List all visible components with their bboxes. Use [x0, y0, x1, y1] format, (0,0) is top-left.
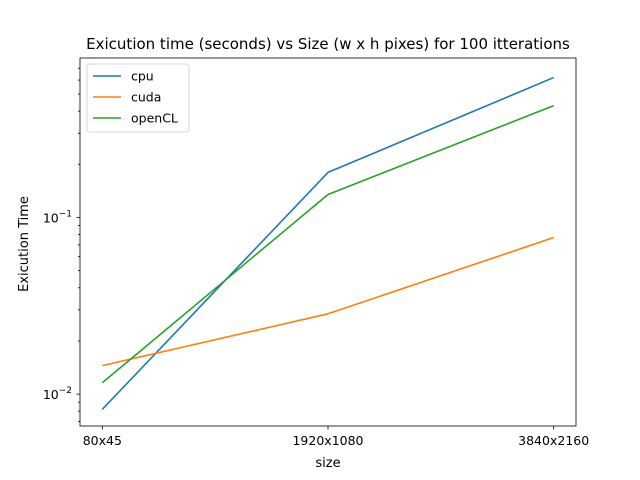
legend-label: cuda: [131, 90, 161, 105]
y-tick-label: 10−1: [43, 210, 72, 226]
chart-title: Exicution time (seconds) vs Size (w x h …: [86, 35, 570, 53]
axes-border: [79, 57, 577, 427]
legend: cpu cuda openCL: [86, 63, 190, 133]
x-axis-label: size: [315, 456, 340, 471]
x-tick-label: 1920x1080: [292, 433, 363, 448]
axes-frame: [79, 57, 577, 427]
legend-label: cpu: [131, 69, 154, 84]
legend-box: [86, 63, 190, 133]
series-line-cpu: [101, 76, 554, 410]
series-line-opencl: [101, 104, 554, 384]
x-tick-label: 3840x2160: [518, 433, 589, 448]
x-tick-label: 80x45: [83, 433, 122, 448]
y-tick-label: 10−2: [43, 386, 72, 402]
y-axis-label: Exicution Time: [17, 196, 32, 292]
legend-label: openCL: [131, 111, 178, 126]
series-lines: [101, 76, 554, 410]
y-axis: 10−2 10−1: [43, 67, 80, 422]
x-axis: 80x45 1920x1080 3840x2160: [83, 426, 589, 448]
series-line-cuda: [102, 236, 554, 367]
